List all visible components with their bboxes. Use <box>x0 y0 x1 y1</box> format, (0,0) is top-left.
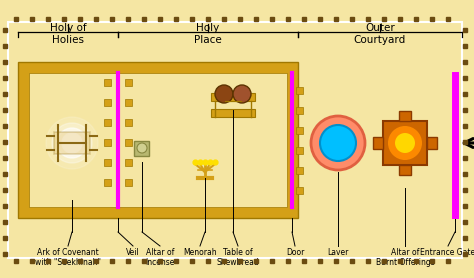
Bar <box>18 62 298 218</box>
Text: Ark of Covenant
with "Seekhinah": Ark of Covenant with "Seekhinah" <box>35 248 101 267</box>
Bar <box>125 78 132 86</box>
Bar <box>104 138 111 145</box>
Circle shape <box>62 133 82 153</box>
Bar <box>399 165 411 175</box>
Bar <box>399 111 411 121</box>
Bar <box>296 147 303 153</box>
Text: Holy
Place: Holy Place <box>194 23 222 44</box>
Circle shape <box>52 123 92 163</box>
Bar <box>125 138 132 145</box>
Bar <box>125 118 132 125</box>
Bar <box>54 132 90 154</box>
Bar <box>125 178 132 185</box>
Bar <box>8 22 462 258</box>
Bar <box>296 167 303 173</box>
Bar <box>373 137 383 149</box>
Bar <box>383 121 427 165</box>
Bar <box>296 126 303 133</box>
Bar <box>296 86 303 93</box>
Bar <box>135 140 149 155</box>
Bar <box>104 158 111 165</box>
Bar <box>104 118 111 125</box>
Bar <box>29 73 287 207</box>
Text: Entrance Gate: Entrance Gate <box>420 248 474 257</box>
Circle shape <box>215 85 233 103</box>
Circle shape <box>320 125 356 161</box>
Circle shape <box>388 126 422 160</box>
Bar <box>104 78 111 86</box>
Bar <box>296 187 303 193</box>
Text: Menorah: Menorah <box>183 248 217 257</box>
Circle shape <box>46 117 98 169</box>
Bar <box>104 178 111 185</box>
Bar <box>211 109 255 117</box>
Text: Door: Door <box>286 248 304 257</box>
Text: Veil: Veil <box>126 248 140 257</box>
Bar <box>104 98 111 105</box>
Circle shape <box>311 116 365 170</box>
Bar <box>296 106 303 113</box>
Circle shape <box>395 133 415 153</box>
Text: Table of
Shewbread: Table of Shewbread <box>217 248 259 267</box>
Bar <box>125 158 132 165</box>
Bar <box>427 137 437 149</box>
Text: Altar of
Incense: Altar of Incense <box>146 248 175 267</box>
Circle shape <box>137 143 147 153</box>
Text: Holy of
Holies: Holy of Holies <box>50 23 86 44</box>
Bar <box>211 93 255 101</box>
Bar <box>125 98 132 105</box>
Circle shape <box>233 85 251 103</box>
Text: Laver: Laver <box>328 248 349 257</box>
Text: Outer
Courtyard: Outer Courtyard <box>354 23 406 44</box>
Text: Altar of
Burnt Offerings: Altar of Burnt Offerings <box>375 248 434 267</box>
Circle shape <box>57 128 87 158</box>
